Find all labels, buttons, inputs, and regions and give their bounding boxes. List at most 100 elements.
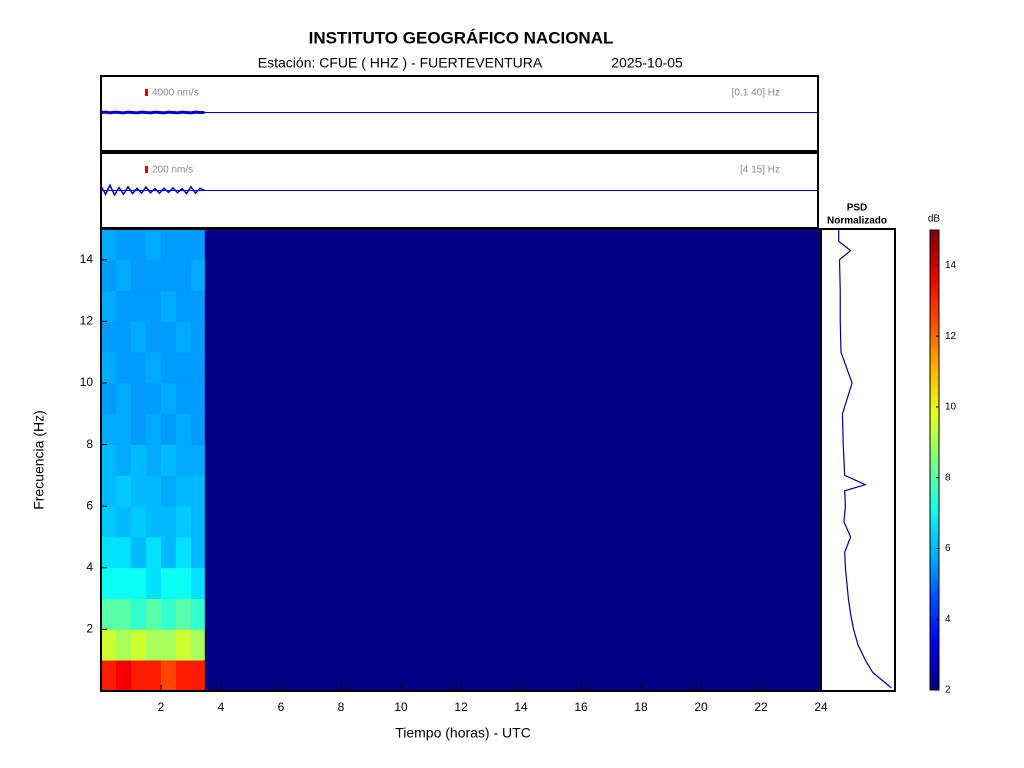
x-tick-label: 4 <box>218 700 225 714</box>
heatmap-cell <box>161 352 177 384</box>
heatmap-cell <box>116 321 132 353</box>
heatmap-cell <box>146 290 162 322</box>
colorbar-tick-label: 12 <box>945 331 957 342</box>
heatmap-cell <box>116 475 132 507</box>
heatmap-cell <box>191 352 205 384</box>
heatmap-cell <box>176 506 192 538</box>
heatmap-cell <box>161 475 177 507</box>
heatmap-cell <box>176 413 192 445</box>
heatmap-cell <box>161 506 177 538</box>
x-tick-label: 10 <box>394 700 408 714</box>
x-tick-label: 20 <box>694 700 708 714</box>
heatmap-cell <box>176 567 192 599</box>
x-tick-label: 12 <box>454 700 468 714</box>
y-tick-label: 10 <box>80 375 94 389</box>
trace-frame <box>100 75 819 152</box>
heatmap-cell <box>176 383 192 415</box>
heatmap-cell <box>146 629 162 661</box>
heatmap-cell <box>146 475 162 507</box>
heatmap-cell <box>116 290 132 322</box>
heatmap-cell <box>191 290 205 322</box>
heatmap-cell <box>116 598 132 630</box>
heatmap-cell <box>161 229 177 261</box>
heatmap-cell <box>146 506 162 538</box>
heatmap-cell <box>146 567 162 599</box>
colorbar-tick-label: 8 <box>945 472 951 483</box>
heatmap-cell <box>176 290 192 322</box>
heatmap-cell <box>131 383 147 415</box>
psd-title: PSD <box>847 203 868 214</box>
heatmap-cell <box>131 475 147 507</box>
title: INSTITUTO GEOGRÁFICO NACIONAL <box>309 28 614 47</box>
heatmap-cell <box>131 321 147 353</box>
heatmap-cell <box>191 537 205 569</box>
heatmap-cell <box>146 229 162 261</box>
heatmap-cell <box>176 259 192 291</box>
heatmap-cell <box>116 506 132 538</box>
heatmap-cell <box>146 352 162 384</box>
heatmap-cell <box>131 259 147 291</box>
psd-line <box>838 229 892 689</box>
scale-marker <box>145 166 148 173</box>
date: 2025-10-05 <box>611 55 683 71</box>
heatmap-cell <box>116 413 132 445</box>
x-axis-label: Tiempo (horas) - UTC <box>395 725 531 741</box>
heatmap-cell <box>116 444 132 476</box>
heatmap-cell <box>101 629 117 661</box>
heatmap-cell <box>146 444 162 476</box>
heatmap-cell <box>101 506 117 538</box>
heatmap-cell <box>161 290 177 322</box>
heatmap-cell <box>176 629 192 661</box>
y-tick-label: 14 <box>80 252 94 266</box>
x-tick-label: 2 <box>158 700 165 714</box>
heatmap-cell <box>116 352 132 384</box>
heatmap-cell <box>131 567 147 599</box>
y-tick-label: 2 <box>86 622 93 636</box>
psd-subtitle: Normalizado <box>827 216 887 227</box>
x-tick-label: 24 <box>814 700 828 714</box>
colorbar-label: dB <box>928 214 941 225</box>
heatmap-cell <box>131 598 147 630</box>
heatmap-cell <box>161 537 177 569</box>
heatmap-cell <box>101 413 117 445</box>
heatmap-cell <box>191 444 205 476</box>
heatmap-cell <box>176 352 192 384</box>
heatmap-cell <box>146 413 162 445</box>
heatmap-cell <box>131 537 147 569</box>
colorbar-tick-label: 6 <box>945 543 951 554</box>
scale-label: 4000 nm/s <box>152 88 199 99</box>
colorbar-tick-label: 4 <box>945 614 951 625</box>
heatmap-cell <box>131 352 147 384</box>
plot-background <box>101 229 821 691</box>
heatmap-cell <box>176 229 192 261</box>
heatmap-cell <box>191 598 205 630</box>
heatmap-cell <box>161 598 177 630</box>
x-tick-label: 22 <box>754 700 768 714</box>
heatmap-cell <box>101 660 117 692</box>
heatmap-cell <box>191 229 205 261</box>
heatmap-cell <box>116 629 132 661</box>
heatmap-cell <box>131 229 147 261</box>
y-tick-label: 12 <box>80 314 94 328</box>
x-tick-label: 18 <box>634 700 648 714</box>
heatmap-cell <box>146 321 162 353</box>
heatmap-cell <box>116 537 132 569</box>
heatmap-cell <box>101 229 117 261</box>
x-tick-label: 6 <box>278 700 285 714</box>
heatmap-cell <box>191 475 205 507</box>
heatmap-cell <box>101 290 117 322</box>
colorbar-tick-label: 10 <box>945 402 957 413</box>
heatmap-cell <box>191 567 205 599</box>
heatmap-cell <box>101 598 117 630</box>
psd-frame <box>820 228 896 692</box>
y-tick-label: 8 <box>86 437 93 451</box>
heatmap-cell <box>161 259 177 291</box>
trace-line <box>100 183 205 197</box>
heatmap-cell <box>146 383 162 415</box>
heatmap-cell <box>191 660 205 692</box>
band-label: [0.1 40] Hz <box>732 88 780 99</box>
heatmap-cell <box>161 413 177 445</box>
heatmap-cell <box>191 629 205 661</box>
heatmap-cell <box>191 259 205 291</box>
